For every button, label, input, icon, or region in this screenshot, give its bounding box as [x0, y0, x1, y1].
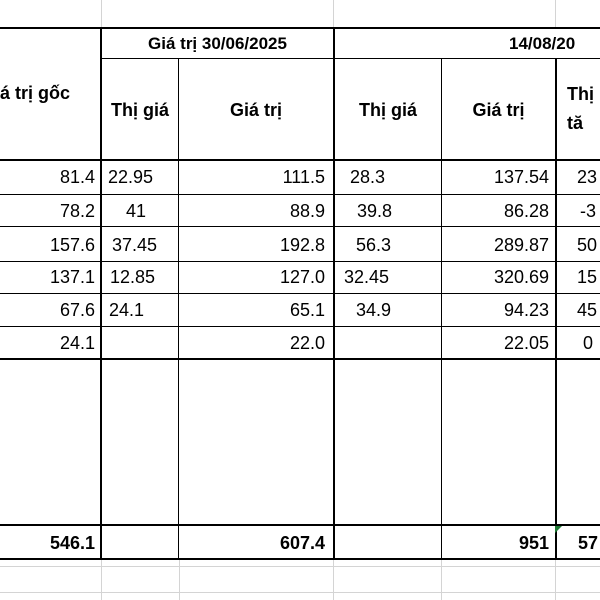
table-top-border — [0, 27, 600, 29]
table-cell-gia-tri-goc[interactable]: 157.6 — [49, 236, 95, 255]
total-gia-tri-goc[interactable]: 546.1 — [49, 534, 95, 553]
table-cell-last[interactable]: 15 — [577, 268, 598, 287]
table-cell-gia-tri-2[interactable]: 86.28 — [503, 202, 549, 221]
row-border — [0, 293, 600, 294]
faint-col-line — [179, 560, 180, 600]
col-border — [441, 58, 442, 560]
faint-col-line — [101, 0, 102, 27]
header-gia-tri-goc[interactable]: á trị gốc — [0, 84, 71, 103]
total-gia-tri-2[interactable]: 951 — [518, 534, 549, 553]
table-cell-gia-tri-goc[interactable]: 24.1 — [59, 334, 95, 353]
row-border — [0, 226, 600, 227]
faint-row-line — [0, 592, 600, 593]
row-border — [0, 194, 600, 195]
header-group-14-08[interactable]: 14/08/20 — [509, 35, 576, 53]
table-cell-gia-tri-2[interactable]: 137.54 — [493, 168, 549, 187]
table-cell-thi-gia-1[interactable]: 37.45 — [112, 236, 158, 255]
table-cell-gia-tri-1[interactable]: 127.0 — [279, 268, 325, 287]
table-cell-last[interactable]: 50 — [577, 236, 598, 255]
table-cell-last[interactable]: 45 — [577, 301, 598, 320]
table-cell-thi-gia-2[interactable]: 32.45 — [344, 268, 390, 287]
totals-bottom-border — [0, 558, 600, 560]
table-cell-last[interactable]: 23 — [577, 168, 598, 187]
header-last-line1[interactable]: Thị — [567, 85, 594, 104]
table-cell-gia-tri-2[interactable]: 320.69 — [493, 268, 549, 287]
header-gia-tri-2[interactable]: Giá trị — [472, 101, 525, 120]
table-cell-last[interactable]: 0 — [583, 334, 594, 353]
table-cell-gia-tri-1[interactable]: 22.0 — [289, 334, 325, 353]
faint-col-line — [555, 560, 556, 600]
table-cell-thi-gia-2[interactable]: 39.8 — [357, 202, 393, 221]
header-thi-gia-2[interactable]: Thị giá — [359, 101, 417, 120]
faint-col-line — [333, 0, 334, 27]
table-cell-gia-tri-1[interactable]: 65.1 — [289, 301, 325, 320]
table-cell-thi-gia-1[interactable]: 41 — [126, 202, 147, 221]
header-gia-tri-1[interactable]: Giá trị — [229, 101, 282, 120]
table-cell-thi-gia-1[interactable] — [108, 334, 178, 356]
faint-col-line — [441, 560, 442, 600]
table-cell-gia-tri-1[interactable]: 88.9 — [289, 202, 325, 221]
group-header-border — [101, 58, 600, 59]
row-border — [0, 261, 600, 262]
header-bottom-border — [0, 159, 600, 161]
table-cell-thi-gia-2[interactable] — [350, 334, 440, 356]
faint-col-line — [333, 560, 334, 600]
table-cell-gia-tri-1[interactable]: 111.5 — [282, 168, 325, 187]
row-border — [0, 326, 600, 327]
table-cell-thi-gia-1[interactable]: 24.1 — [109, 301, 145, 320]
table-cell-gia-tri-2[interactable]: 22.05 — [503, 334, 549, 353]
table-cell-gia-tri-2[interactable]: 289.87 — [493, 236, 549, 255]
row-border — [0, 358, 600, 360]
col-border — [333, 27, 335, 560]
table-cell-gia-tri-2[interactable]: 94.23 — [503, 301, 549, 320]
col-border — [555, 58, 557, 560]
error-indicator-icon — [555, 526, 562, 533]
faint-row-line — [0, 566, 600, 567]
table-cell-gia-tri-goc[interactable]: 81.4 — [59, 168, 95, 187]
table-cell-gia-tri-goc[interactable]: 78.2 — [59, 202, 95, 221]
table-cell-thi-gia-1[interactable]: 22.95 — [108, 168, 154, 187]
table-cell-thi-gia-2[interactable]: 56.3 — [356, 236, 392, 255]
total-last[interactable]: 57 — [578, 534, 599, 553]
col-border — [100, 27, 102, 560]
col-border — [178, 58, 179, 560]
header-thi-gia-1[interactable]: Thị giá — [111, 101, 169, 120]
header-last-line2[interactable]: tă — [567, 114, 584, 133]
totals-top-border — [0, 524, 600, 526]
header-group-30-06-2025[interactable]: Giá trị 30/06/2025 — [148, 35, 287, 53]
faint-col-line — [555, 0, 556, 27]
total-gia-tri-1[interactable]: 607.4 — [279, 534, 325, 553]
table-cell-gia-tri-1[interactable]: 192.8 — [279, 236, 325, 255]
table-cell-thi-gia-2[interactable]: 28.3 — [350, 168, 386, 187]
table-cell-thi-gia-1[interactable]: 12.85 — [110, 268, 156, 287]
table-cell-thi-gia-2[interactable]: 34.9 — [356, 301, 392, 320]
table-cell-gia-tri-goc[interactable]: 67.6 — [59, 301, 95, 320]
faint-col-line — [101, 560, 102, 600]
table-cell-gia-tri-goc[interactable]: 137.1 — [49, 268, 95, 287]
table-cell-last[interactable]: -3 — [580, 202, 597, 221]
